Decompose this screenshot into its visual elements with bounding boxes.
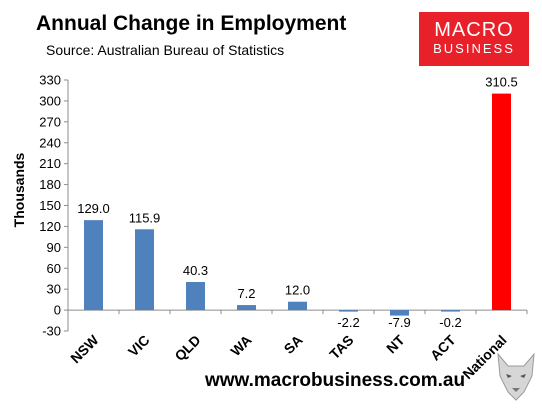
x-tick-label: NSW: [67, 331, 102, 366]
bar-national: [492, 93, 511, 311]
wolf-mascot-icon: [497, 352, 535, 401]
y-tick-label: -30: [42, 324, 61, 339]
data-label: -7.9: [388, 315, 410, 330]
data-label: 40.3: [183, 263, 208, 278]
x-tick-label: SA: [281, 332, 306, 357]
y-tick-label: 270: [39, 114, 61, 129]
y-tick-label: 150: [39, 198, 61, 213]
chart-title: Annual Change in Employment: [36, 12, 347, 35]
x-tick-label: VIC: [125, 332, 153, 360]
macrobusiness-logo: MACRO BUSINESS: [419, 12, 529, 66]
data-label: 129.0: [77, 201, 110, 216]
y-tick-label: 180: [39, 177, 61, 192]
y-tick-label: 210: [39, 156, 61, 171]
data-label: 7.2: [237, 286, 255, 301]
chart-subtitle: Source: Australian Bureau of Statistics: [46, 42, 285, 58]
x-tick-label: ACT: [427, 331, 459, 363]
bar-qld: [186, 281, 205, 311]
bar-tas: [339, 310, 358, 312]
bars: [84, 93, 511, 316]
data-label: -2.2: [337, 315, 359, 330]
y-tick-label: 300: [39, 93, 61, 108]
data-label: -0.2: [439, 315, 461, 330]
y-tick-label: 240: [39, 135, 61, 150]
bar-nsw: [84, 220, 103, 311]
y-tick-label: 30: [47, 282, 61, 297]
x-tick-label: WA: [227, 332, 254, 359]
x-tick-label: TAS: [326, 332, 356, 362]
bar-nt: [390, 310, 409, 316]
bar-vic: [135, 229, 154, 311]
y-axis-title: Thousands: [11, 152, 27, 227]
x-tick-label: QLD: [171, 332, 203, 364]
data-label: 310.5: [485, 75, 518, 90]
y-tick-label: 60: [47, 261, 61, 276]
y-tick-label: 330: [39, 73, 61, 88]
x-tick-label: NT: [383, 331, 408, 356]
data-label: 12.0: [285, 283, 310, 298]
logo-line2: BUSINESS: [433, 41, 515, 56]
data-labels: 129.0 115.9 40.3 7.2 12.0 -2.2 -7.9 -0.2 310.5: [77, 75, 518, 330]
bar-act: [441, 310, 460, 312]
y-tick-label: 120: [39, 219, 61, 234]
y-tick-label: 0: [54, 303, 61, 318]
y-axis: -30 0 30 60 90 120 150 180 210 240 270 300 330: [39, 73, 69, 339]
bar-wa: [237, 305, 256, 311]
bar-sa: [288, 301, 307, 311]
logo-line1: MACRO: [434, 19, 514, 41]
data-label: 115.9: [129, 210, 161, 225]
y-tick-label: 90: [47, 240, 61, 255]
website-url: www.macrobusiness.com.au: [205, 370, 466, 391]
